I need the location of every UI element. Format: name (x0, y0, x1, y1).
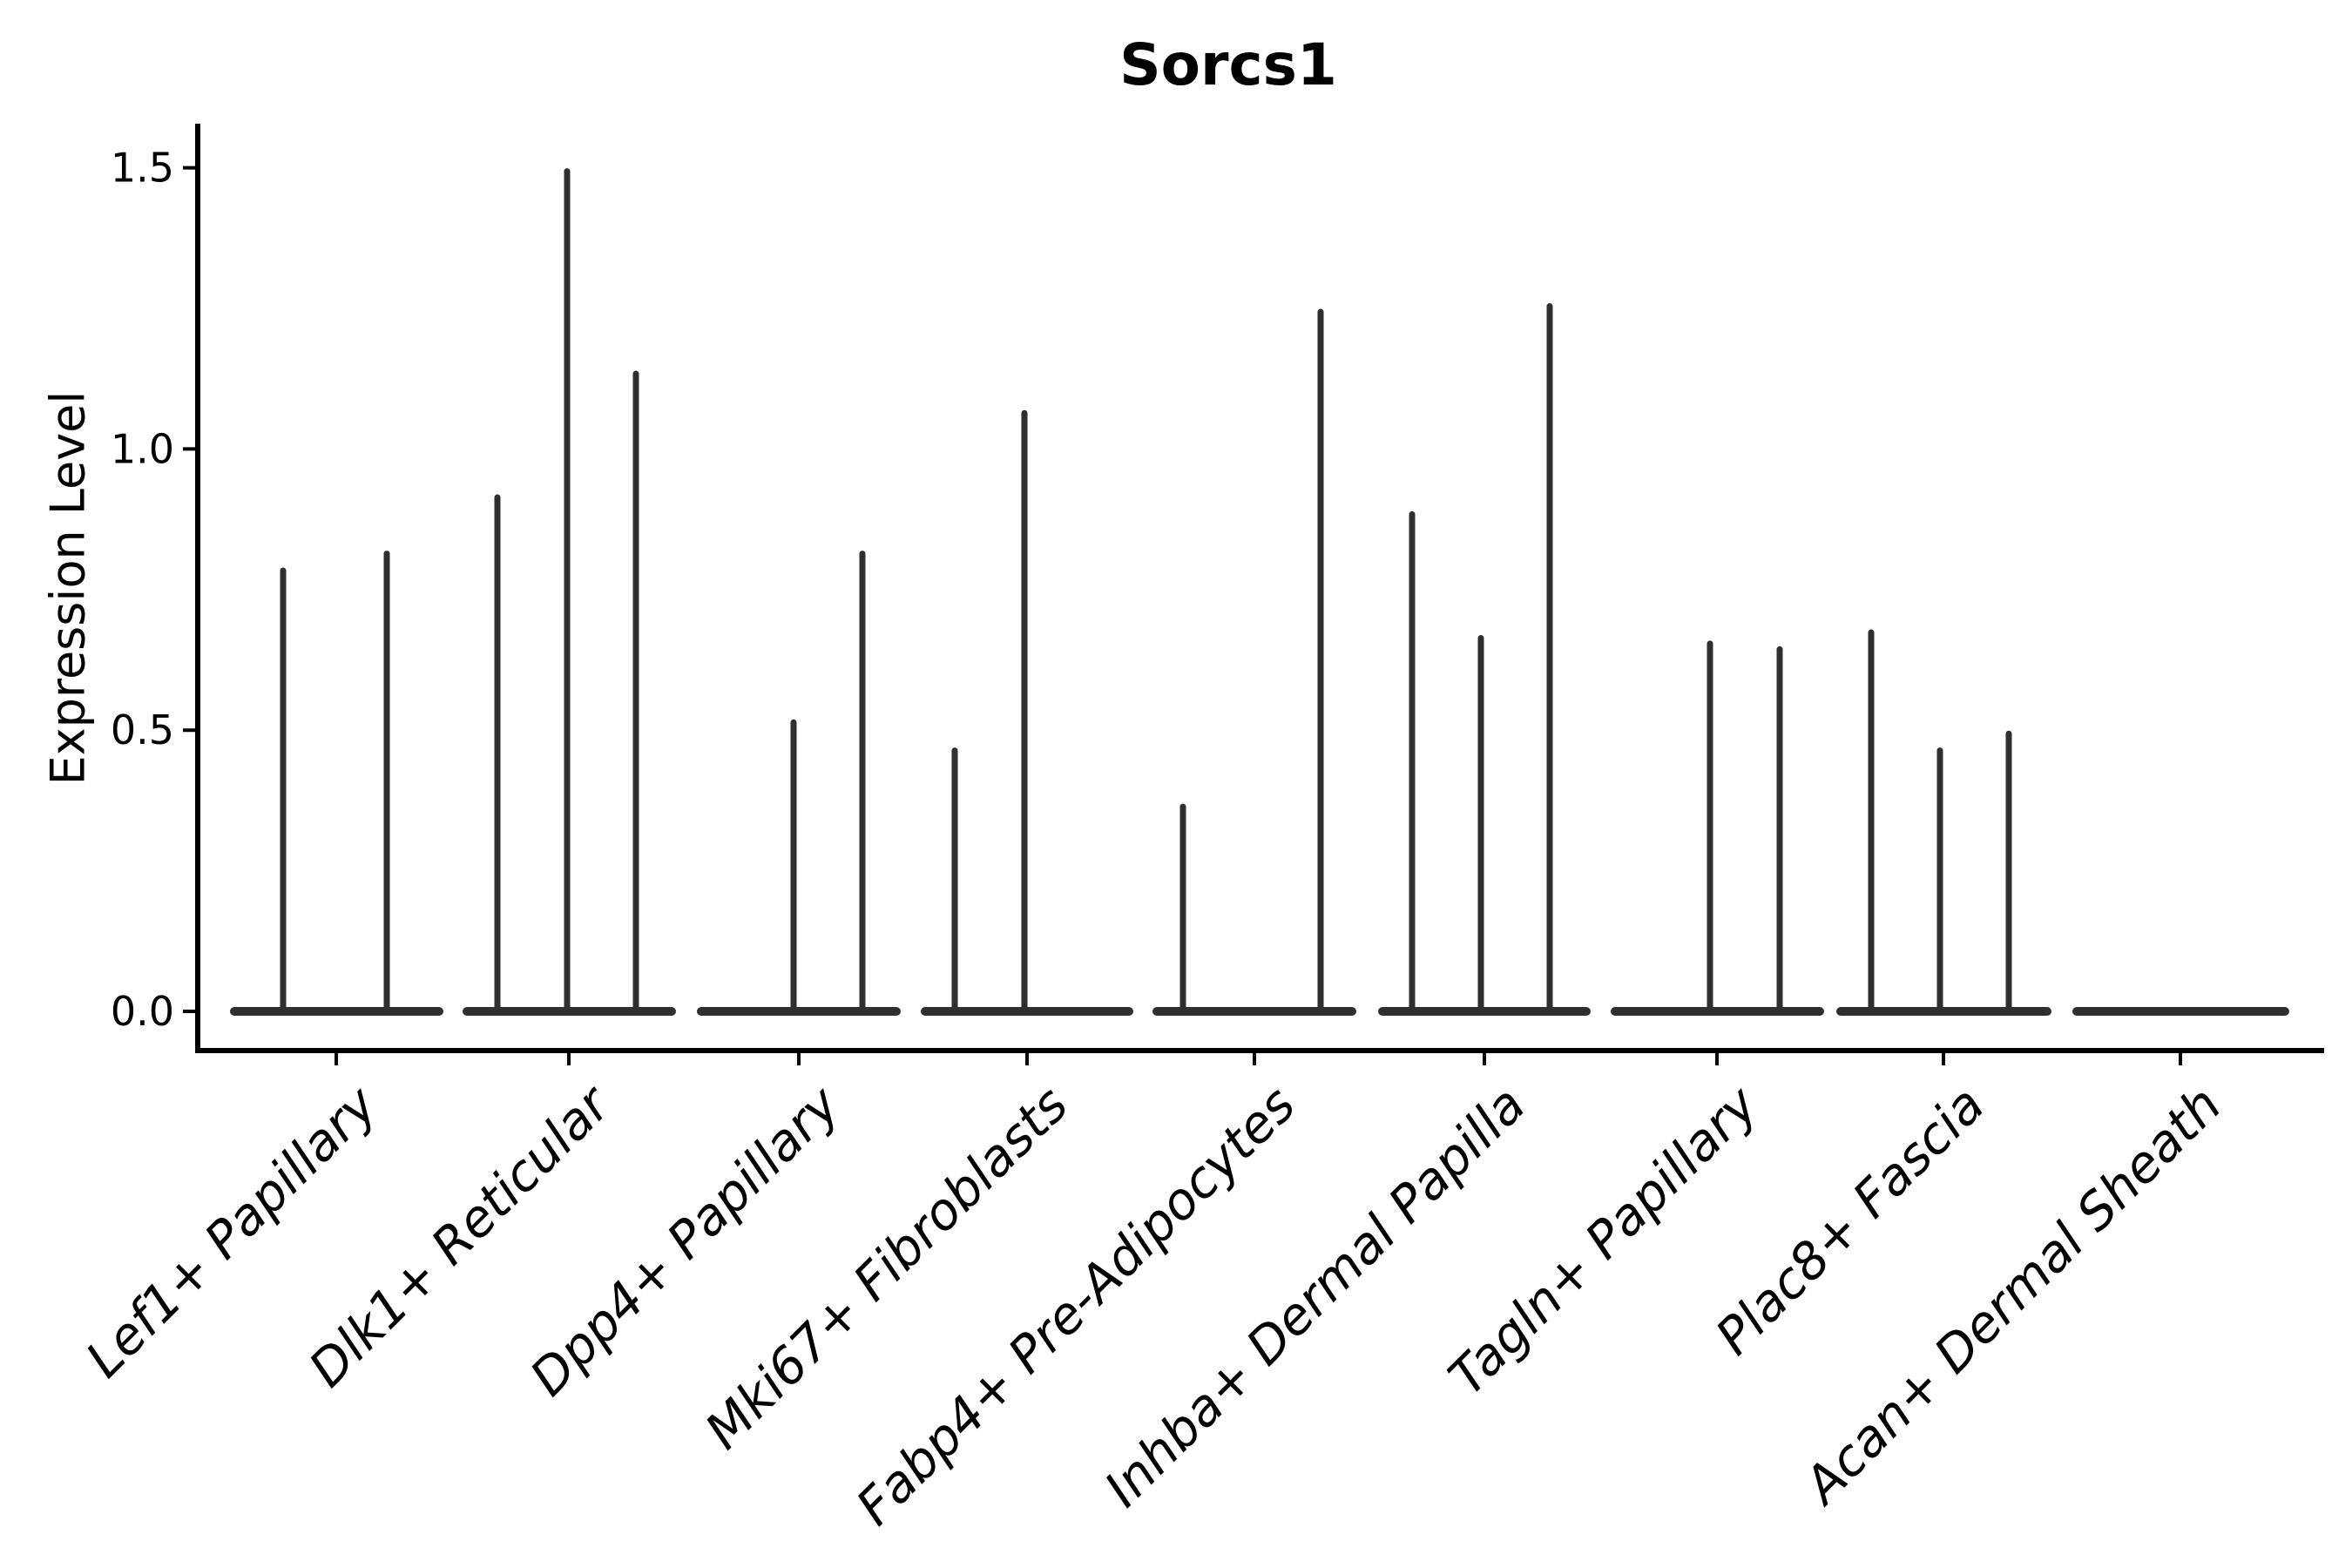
x-tick-label: Inhba+ Dermal Papilla (1093, 1075, 1537, 1518)
y-tick-label: 1.0 (111, 425, 174, 472)
y-tick-label: 1.5 (111, 145, 174, 192)
x-tick-label: Acan+ Dermal Sheath (1790, 1075, 2233, 1517)
y-tick-label: 0.5 (111, 706, 174, 754)
y-tick-label: 0.0 (111, 988, 174, 1035)
x-tick-label: Fabp4+ Pre-Adipocytes (845, 1075, 1307, 1537)
plot-title: Sorcs1 (1119, 31, 1337, 98)
